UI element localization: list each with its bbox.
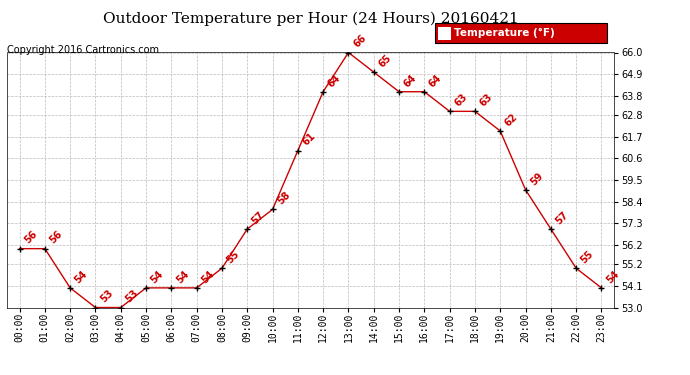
Text: 56: 56 [22,229,39,246]
Text: 59: 59 [529,170,545,187]
Text: Copyright 2016 Cartronics.com: Copyright 2016 Cartronics.com [7,45,159,55]
Text: 54: 54 [199,268,216,285]
Text: Outdoor Temperature per Hour (24 Hours) 20160421: Outdoor Temperature per Hour (24 Hours) … [103,11,518,26]
Text: 57: 57 [250,210,266,226]
Text: 61: 61 [301,131,317,148]
Text: 65: 65 [377,53,393,69]
Text: 66: 66 [351,33,368,50]
Text: 53: 53 [124,288,140,305]
Text: 54: 54 [604,268,621,285]
Text: 54: 54 [149,268,166,285]
Text: 56: 56 [48,229,64,246]
Text: 54: 54 [174,268,190,285]
Text: 62: 62 [503,112,520,128]
Text: 63: 63 [477,92,494,109]
Text: 54: 54 [73,268,90,285]
Text: 63: 63 [453,92,469,109]
Text: 64: 64 [402,72,418,89]
Text: Temperature (°F): Temperature (°F) [454,28,555,38]
Text: 53: 53 [98,288,115,305]
Text: 64: 64 [326,72,342,89]
Text: 57: 57 [553,210,570,226]
Text: 55: 55 [579,249,595,266]
Text: 55: 55 [225,249,241,266]
Text: 58: 58 [275,190,292,207]
Text: 64: 64 [427,72,444,89]
